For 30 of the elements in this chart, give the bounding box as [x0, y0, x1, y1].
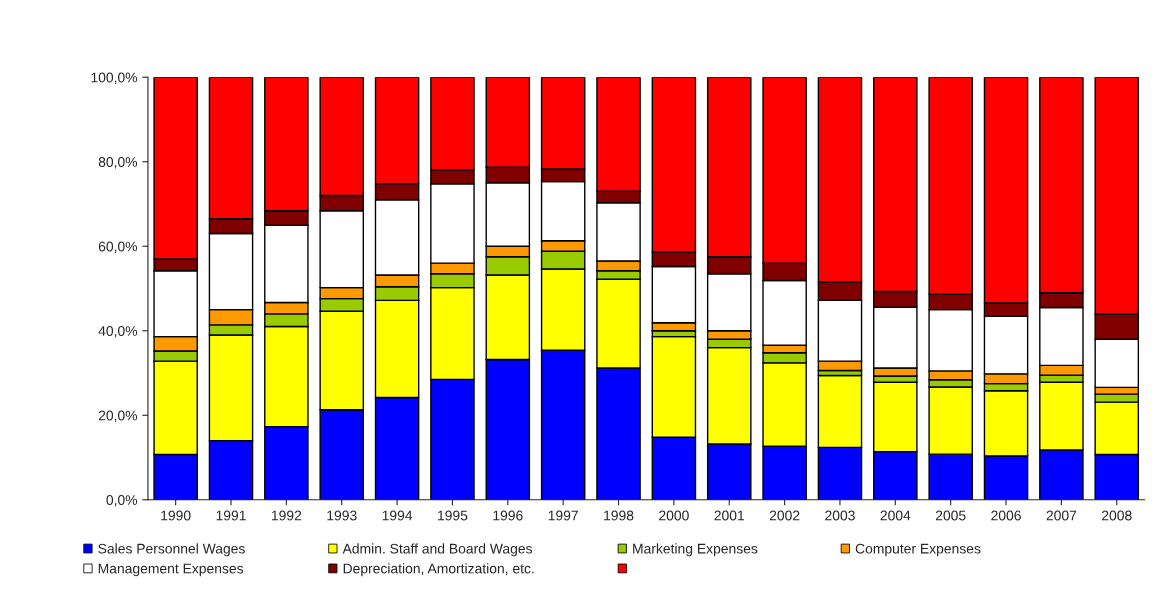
y-tick-label: 0,0% [106, 495, 138, 507]
legend-label: Computer Expenses [855, 543, 981, 557]
x-tick-label: 2001 [714, 510, 745, 521]
x-tick-label: 1991 [216, 510, 246, 521]
x-tick-label: 1992 [271, 510, 302, 521]
legend-label: Depreciation, Amortization, etc. [343, 563, 534, 577]
x-tick-label: 2006 [991, 510, 1021, 521]
y-tick-label: 80,0% [98, 157, 138, 169]
x-tick-label: 1996 [493, 510, 523, 521]
x-tick-label: 1998 [604, 510, 634, 521]
x-tick-label: 1997 [548, 510, 578, 521]
legend-label: Sales Personnel Wages [98, 543, 245, 557]
x-tick-label: 2004 [880, 510, 911, 521]
x-tick-label: 1994 [382, 510, 413, 521]
x-tick-label: 1990 [161, 510, 191, 521]
legend-label: Management Expenses [98, 563, 244, 577]
y-tick-label: 40,0% [98, 326, 138, 338]
x-tick-label: 2003 [825, 510, 855, 521]
x-tick-label: 2008 [1102, 510, 1132, 521]
y-tick-label: 20,0% [98, 410, 138, 423]
legend-label: Admin. Staff and Board Wages [342, 543, 532, 557]
x-tick-label: 2002 [769, 510, 800, 521]
x-tick-label: 1995 [438, 510, 468, 521]
y-tick-label: 60,0% [98, 241, 138, 254]
x-tick-label: 2005 [935, 510, 966, 521]
y-tick-label: 100,0% [91, 72, 138, 85]
legend-label: Marketing Expenses [633, 543, 758, 557]
x-tick-label: 2007 [1046, 510, 1077, 521]
x-tick-label: 1993 [327, 510, 357, 521]
x-tick-label: 2000 [659, 510, 689, 521]
